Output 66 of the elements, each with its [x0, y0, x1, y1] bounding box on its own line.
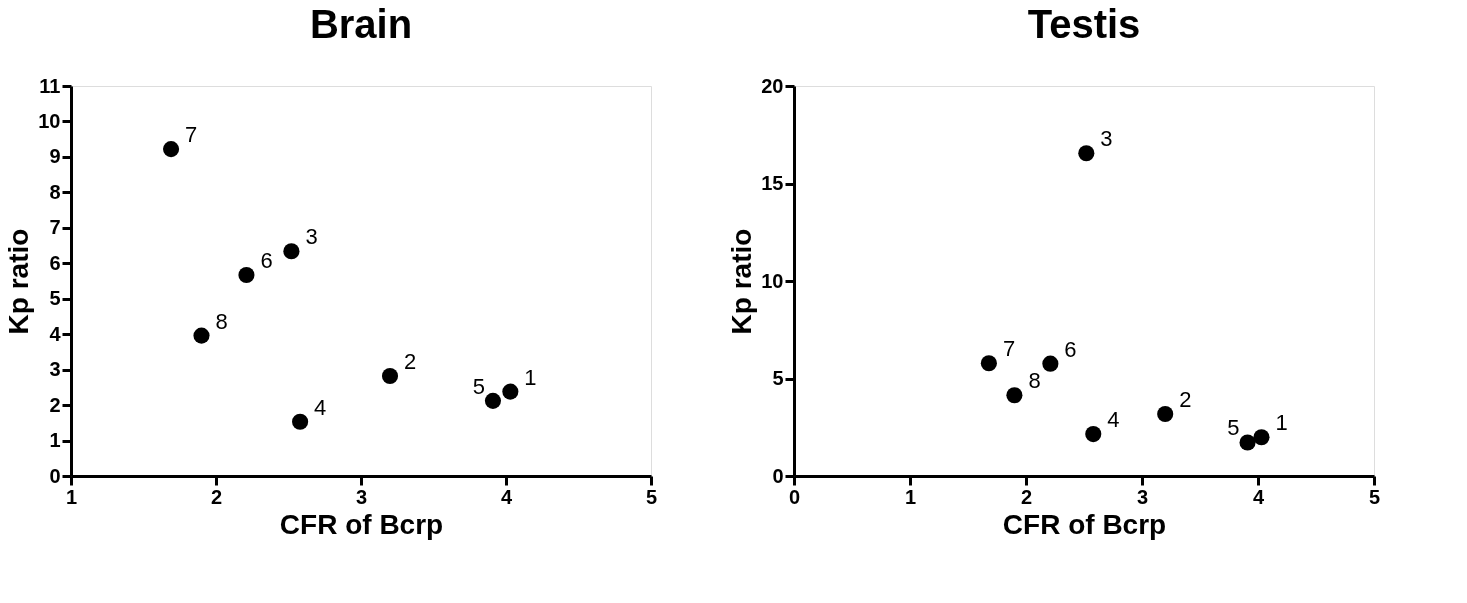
annotation: 4: [1107, 407, 1120, 433]
annotation: 4: [314, 394, 327, 420]
point: [1253, 429, 1270, 446]
y-tick-label: 0: [49, 464, 61, 487]
point: [1078, 145, 1095, 162]
annotation: 1: [1275, 410, 1288, 436]
y-tick-label: 1: [49, 429, 61, 452]
point: [980, 355, 997, 372]
y-tick-label: 3: [49, 358, 61, 381]
point: [1006, 387, 1023, 404]
x-tick-label: 3: [355, 485, 368, 508]
x-tick-label: 3: [1136, 485, 1149, 508]
point: [1239, 434, 1256, 451]
y-tick-label: 2: [49, 393, 61, 416]
annotation: 6: [260, 247, 273, 273]
y-tick-label: 10: [38, 109, 61, 132]
y-axis-title: Kp ratio: [3, 228, 35, 335]
point: [502, 383, 519, 400]
point: [238, 266, 255, 284]
y-tick-label: 6: [49, 251, 61, 274]
annotation: 8: [215, 308, 228, 334]
annotation: 5: [472, 373, 485, 399]
x-axis-title: CFR of Bcrp: [1002, 508, 1167, 540]
point: [193, 327, 210, 344]
annotation: 5: [1227, 415, 1240, 441]
y-tick-label: 15: [761, 172, 784, 194]
annotation: 7: [185, 122, 198, 148]
point: [484, 392, 502, 409]
chart-title: Brain: [309, 2, 413, 46]
x-tick-label: 1: [65, 485, 78, 508]
y-tick-label: 9: [49, 145, 61, 168]
point: [1042, 355, 1059, 372]
annotation: 8: [1028, 368, 1041, 394]
annotation: 1: [524, 364, 537, 390]
x-tick-label: 5: [645, 485, 658, 508]
chart-title: Testis: [1027, 2, 1141, 46]
x-tick-label: 2: [1020, 485, 1033, 508]
y-tick-label: 5: [49, 287, 61, 310]
point: [381, 367, 399, 385]
annotation: 6: [1064, 336, 1077, 362]
y-tick-label: 10: [761, 269, 784, 292]
y-tick-label: 7: [49, 216, 61, 239]
y-tick-label: 20: [761, 74, 784, 97]
x-tick-label: 4: [1252, 485, 1265, 508]
annotation: 2: [1179, 386, 1192, 412]
point: [292, 413, 309, 430]
x-tick-label: 4: [500, 485, 513, 508]
point: [283, 243, 300, 260]
point: [1157, 405, 1174, 423]
y-tick-label: 8: [49, 180, 61, 203]
y-tick-label: 5: [772, 367, 784, 389]
y-tick-label: 0: [772, 464, 784, 487]
x-tick-label: 5: [1368, 485, 1381, 508]
x-tick-label: 0: [788, 485, 801, 508]
point: [162, 141, 180, 158]
y-tick-label: 11: [39, 74, 61, 97]
x-tick-label: 1: [904, 485, 917, 508]
x-tick-label: 2: [210, 485, 223, 508]
annotation: 3: [1100, 126, 1113, 152]
annotation: 2: [404, 349, 417, 375]
y-tick-label: 4: [49, 322, 62, 345]
x-axis-title: CFR of Bcrp: [279, 508, 444, 540]
y-axis-title: Kp ratio: [726, 228, 758, 335]
annotation: 7: [1002, 336, 1016, 362]
annotation: 3: [305, 224, 318, 250]
point: [1085, 426, 1102, 443]
